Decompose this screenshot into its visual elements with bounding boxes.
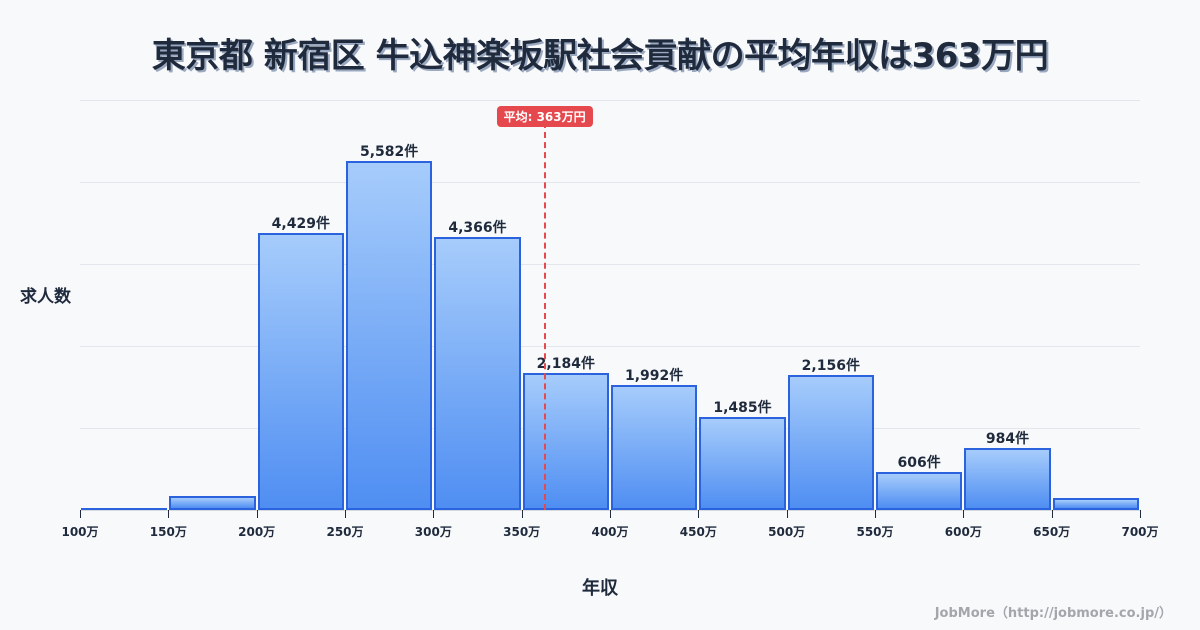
x-tick (610, 510, 611, 518)
mean-line (543, 122, 546, 510)
bar-value-label: 2,156件 (801, 358, 860, 374)
x-tick (80, 510, 81, 518)
x-tick-label: 150万 (149, 525, 187, 539)
gridline (80, 100, 1140, 101)
x-tick (256, 510, 258, 518)
x-tick (875, 510, 876, 518)
x-tick-label: 700万 (1121, 525, 1159, 539)
histogram-bar (346, 161, 433, 510)
histogram-plot-area: 4,429件 5,582件 4,366件 2,184件 1,992件 1,485件 2,15… (61, 100, 1159, 539)
gridline (80, 264, 1140, 265)
x-tick (168, 510, 170, 518)
x-tick (521, 510, 523, 518)
x-tick (786, 510, 788, 518)
x-tick (1140, 510, 1141, 518)
mean-badge: 平均: 363万円 (496, 106, 593, 127)
gridline (80, 428, 1140, 429)
x-tick (345, 510, 346, 518)
histogram-bar (522, 373, 609, 510)
bar-value-label: 984件 (985, 431, 1030, 447)
x-tick-label: 450万 (679, 525, 717, 539)
gridline (80, 346, 1140, 347)
source-credit: JobMore（http://jobmore.co.jp/） (934, 606, 1172, 621)
histogram-bar (434, 237, 521, 510)
y-axis-label: 求人数 (20, 287, 71, 307)
bar-value-label: 4,366件 (448, 220, 507, 236)
bar-value-label: 5,582件 (360, 144, 419, 160)
histogram-bar (257, 233, 344, 510)
histogram-bar (876, 472, 963, 510)
histogram-bar (1052, 498, 1139, 510)
x-tick-label: 600万 (944, 525, 982, 539)
x-tick-label: 200万 (238, 525, 276, 539)
histogram-bar (169, 496, 256, 510)
bar-value-label: 4,429件 (271, 216, 330, 232)
gridline (80, 182, 1140, 183)
bar-value-label: 1,992件 (625, 368, 684, 384)
bar-value-label: 606件 (897, 455, 941, 471)
x-tick-label: 100万 (61, 525, 99, 539)
x-tick-label: 400万 (591, 525, 629, 539)
x-tick-label: 650万 (1033, 525, 1071, 539)
bar-value-label: 1,485件 (713, 400, 772, 416)
x-tick-label: 550万 (856, 525, 894, 539)
histogram-bar (81, 508, 168, 510)
x-axis-label: 年収 (582, 578, 618, 599)
x-tick-label: 250万 (326, 525, 364, 539)
x-tick-label: 300万 (414, 525, 452, 539)
histogram-bar (699, 417, 786, 510)
x-tick (1051, 510, 1053, 518)
x-tick-label: 350万 (503, 525, 541, 539)
x-tick-label: 500万 (768, 525, 806, 539)
bar-value-label: 2,184件 (536, 356, 595, 372)
x-tick (433, 510, 435, 518)
histogram-bar (787, 375, 874, 510)
x-tick (963, 510, 965, 518)
x-tick (698, 510, 700, 518)
chart-title: 東京都 新宿区 牛込神楽坂駅社会貢献の平均年収は363万円 (151, 36, 1049, 76)
histogram-bar (611, 385, 698, 510)
histogram-bar (964, 448, 1051, 510)
